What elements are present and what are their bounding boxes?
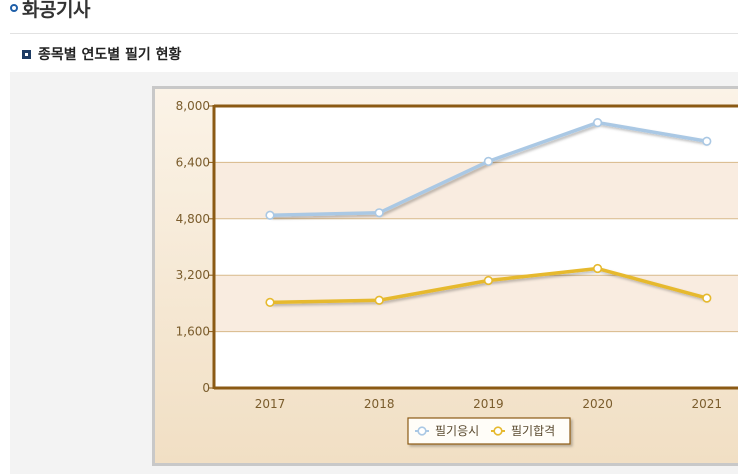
circle-bullet-icon (10, 4, 18, 12)
data-point (702, 136, 712, 146)
data-point (483, 275, 494, 286)
y-tick-label: 3,200 (176, 268, 210, 282)
legend-swatch-marker (493, 426, 503, 436)
x-tick-label: 2018 (364, 397, 395, 411)
y-tick-label: 4,800 (176, 212, 210, 226)
data-point (374, 208, 384, 218)
gridlines (214, 161, 738, 333)
legend-swatch-marker (417, 426, 427, 436)
data-point (265, 210, 275, 220)
legend-box (407, 417, 571, 445)
x-axis-ticks: 2017 2018 2019 2020 2021 (255, 397, 722, 411)
axes (212, 104, 738, 390)
square-bullet-icon (22, 49, 31, 59)
y-tick-label: 6,400 (176, 155, 210, 169)
data-point (702, 293, 712, 303)
data-point (374, 295, 384, 305)
x-tick-label: 2021 (692, 397, 723, 411)
data-point (592, 263, 603, 274)
plot-band (214, 162, 738, 219)
legend-label: 필기합격 (511, 424, 555, 438)
x-tick-label: 2020 (582, 397, 613, 411)
y-tick-label: 1,600 (176, 325, 210, 339)
section-header: 종목별 연도별 필기 현황 (22, 44, 181, 64)
data-point (483, 156, 494, 166)
title-divider (10, 33, 738, 34)
y-tick-label: 8,000 (176, 99, 210, 113)
title-row: 화공기사 (10, 0, 90, 22)
y-axis-ticks: 0 1,600 3,200 4,800 6,400 8,000 (176, 99, 214, 395)
series-2 (265, 263, 712, 307)
legend: 필기응시 필기합격 (407, 417, 571, 445)
plot-background (214, 106, 738, 388)
x-tick-label: 2017 (255, 397, 286, 411)
y-tick-label: 0 (202, 381, 210, 395)
legend-item: 필기합격 (491, 424, 555, 438)
series (265, 117, 712, 307)
x-tick-label: 2019 (473, 397, 504, 411)
legend-label: 필기응시 (435, 424, 479, 438)
data-point (265, 297, 275, 307)
plot-area (214, 106, 738, 388)
series-1 (265, 117, 712, 220)
page-title: 화공기사 (22, 0, 90, 21)
section-title: 종목별 연도별 필기 현황 (38, 47, 182, 63)
legend-item: 필기응시 (415, 424, 479, 438)
data-point (592, 117, 603, 128)
